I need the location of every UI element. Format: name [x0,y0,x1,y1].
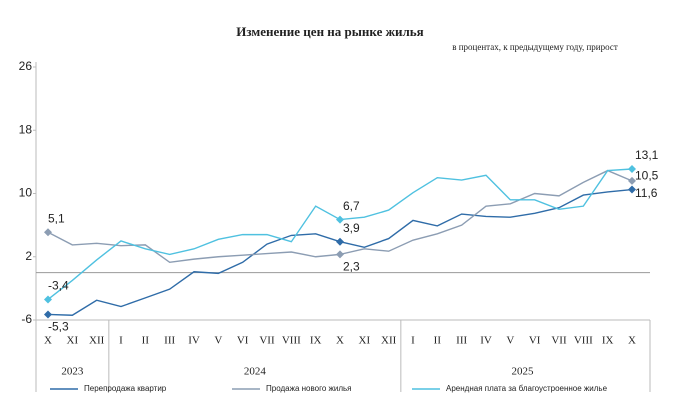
chart-title: Изменение цен на рынке жилья [236,24,423,39]
x-tick-label: III [456,335,467,347]
point-marker [44,228,52,237]
x-tick-label: VII [259,335,275,347]
point-marker [44,310,52,319]
chart-subtitle: в процентах, к предыдущему году, прирост [452,42,618,52]
point-marker [628,185,636,194]
point-marker [44,295,52,304]
point-marker [628,164,636,173]
series-line [47,168,633,300]
x-tick-label: XII [381,335,397,347]
data-label: 6,7 [343,199,360,213]
legend-label: Продажа нового жилья [266,384,352,393]
y-tick-label: 26 [19,59,33,73]
x-tick-label: IV [480,335,492,347]
x-tick-label: IX [310,335,322,347]
x-tick-label: XI [359,335,371,347]
point-marker [628,176,636,185]
legend-label: Арендная плата за благоустроенное жилье [446,384,608,393]
data-label: -5,3 [48,320,69,334]
x-tick-label: V [214,335,222,347]
x-tick-label: I [119,335,123,347]
x-tick-label: VII [551,335,567,347]
x-tick-label: VIII [574,335,593,347]
data-label: 10,5 [635,169,659,183]
x-tick-label: II [142,335,150,347]
year-label: 2024 [244,366,267,378]
year-label: 2023 [61,366,84,378]
data-label: -3,4 [48,279,69,293]
y-tick-label: -6 [21,312,32,326]
year-label: 2025 [512,366,535,378]
x-tick-label: X [628,335,636,347]
data-label: 5,1 [48,211,65,225]
x-tick-label: X [336,335,344,347]
data-label: 2,3 [343,260,360,274]
y-tick-label: 2 [25,249,32,263]
point-marker [336,250,344,259]
y-tick-label: 18 [19,122,33,136]
data-label: 11,6 [635,186,658,200]
x-tick-label: I [411,335,415,347]
x-tick-label: XI [67,335,79,347]
data-label: 13,1 [635,148,659,162]
x-tick-label: X [44,335,52,347]
x-tick-label: II [434,335,442,347]
x-tick-label: XII [89,335,105,347]
x-tick-label: IV [188,335,200,347]
data-label: 3,9 [343,221,360,235]
x-tick-label: V [506,335,514,347]
x-tick-label: IX [602,335,614,347]
point-marker [336,215,344,224]
x-tick-label: III [164,335,175,347]
x-tick-label: VI [529,335,541,347]
point-marker [336,237,344,246]
y-tick-label: 10 [19,186,33,200]
legend-label: Перепродажа квартир [84,384,167,393]
x-tick-label: VI [237,335,249,347]
x-tick-label: VIII [282,335,301,347]
